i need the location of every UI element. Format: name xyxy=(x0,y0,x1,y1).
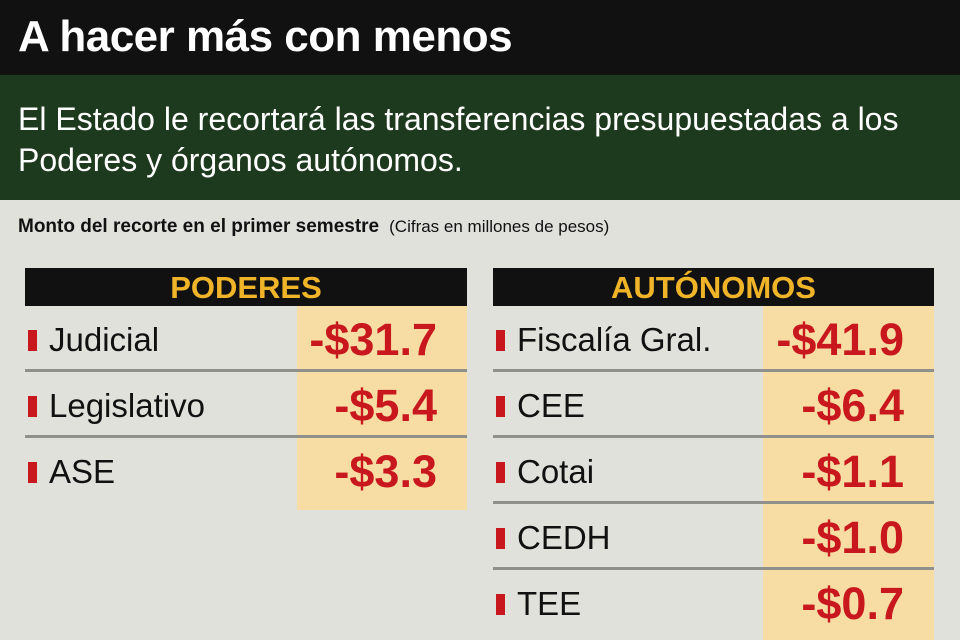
row-divider xyxy=(493,435,934,438)
autonomos-panel: AUTÓNOMOS Fiscalía Gral. -$41.9 CEE -$6.4 Co… xyxy=(493,268,934,640)
row-label: ASE xyxy=(49,453,116,490)
autonomos-value-column xyxy=(763,306,934,640)
row-marker xyxy=(28,330,37,351)
row-marker xyxy=(28,462,37,483)
poderes-value-column xyxy=(297,306,467,510)
row-value: -$6.4 xyxy=(801,380,904,431)
row-marker xyxy=(496,396,505,417)
table-row: Fiscalía Gral. -$41.9 xyxy=(493,306,934,372)
row-value: -$5.4 xyxy=(334,380,437,431)
row-divider xyxy=(25,369,467,372)
table-row: Cotai -$1.1 xyxy=(493,438,934,504)
row-value: -$3.3 xyxy=(334,446,437,497)
row-marker xyxy=(28,396,37,417)
row-value: -$1.1 xyxy=(801,446,904,497)
row-divider xyxy=(25,435,467,438)
row-marker xyxy=(496,462,505,483)
row-divider xyxy=(493,369,934,372)
table-row: ASE -$3.3 xyxy=(25,438,467,504)
row-label: CEDH xyxy=(517,519,611,556)
row-label: Cotai xyxy=(517,453,595,490)
row-label: TEE xyxy=(517,585,582,622)
row-label: Judicial xyxy=(49,321,160,358)
caption: Monto del recorte en el primer semestre (… xyxy=(18,216,609,238)
poderes-header-label: PODERES xyxy=(170,270,322,305)
row-value: -$31.7 xyxy=(309,314,437,365)
caption-note: (Cifras en millones de pesos) xyxy=(389,217,610,236)
caption-main: Monto del recorte en el primer semestre xyxy=(18,216,380,237)
autonomos-header: AUTÓNOMOS xyxy=(493,268,934,306)
row-divider xyxy=(493,501,934,504)
row-marker xyxy=(496,594,505,615)
row-marker xyxy=(496,528,505,549)
row-value: -$1.0 xyxy=(801,512,904,563)
row-marker xyxy=(496,330,505,351)
row-label: Fiscalía Gral. xyxy=(517,321,712,358)
row-label: Legislativo xyxy=(49,387,205,424)
table-row: CEDH -$1.0 xyxy=(493,504,934,570)
poderes-panel: PODERES Judicial -$31.7 Legislativo -$5.4 AS… xyxy=(25,268,467,510)
subtitle-bar: El Estado le recortará las transferencia… xyxy=(0,75,960,200)
table-row: CEE -$6.4 xyxy=(493,372,934,438)
table-row: Legislativo -$5.4 xyxy=(25,372,467,438)
table-row: Judicial -$31.7 xyxy=(25,306,467,372)
row-value: -$0.7 xyxy=(801,578,904,629)
autonomos-header-label: AUTÓNOMOS xyxy=(611,270,816,305)
title-bar: A hacer más con menos xyxy=(0,0,960,75)
row-divider xyxy=(493,567,934,570)
table-row: TEE -$0.7 xyxy=(493,570,934,636)
page-subtitle: El Estado le recortará las transferencia… xyxy=(18,101,899,178)
row-value: -$41.9 xyxy=(776,314,904,365)
row-label: CEE xyxy=(517,387,585,424)
page-title: A hacer más con menos xyxy=(18,12,513,61)
poderes-header: PODERES xyxy=(25,268,467,306)
